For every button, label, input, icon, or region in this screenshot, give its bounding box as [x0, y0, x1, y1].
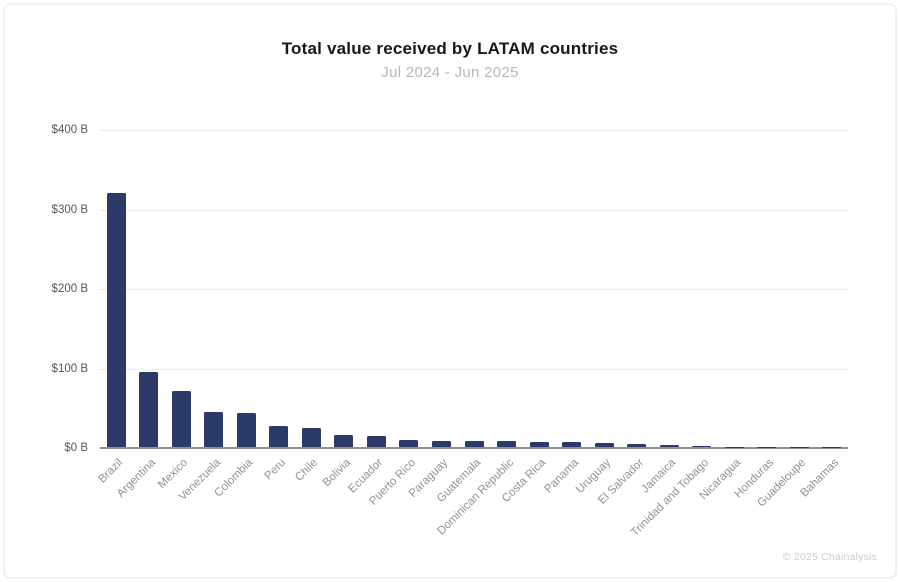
bar-bolivia[interactable] — [334, 435, 354, 447]
y-gridline — [100, 368, 848, 370]
bar-paraguay[interactable] — [431, 440, 451, 447]
y-tick-label: $200 B — [51, 283, 88, 295]
y-tick-label: $400 B — [51, 124, 88, 136]
bar-nicaragua[interactable] — [724, 446, 744, 447]
chart-title: Total value received by LATAM countries — [281, 39, 619, 58]
bar-peru[interactable] — [269, 425, 289, 447]
y-gridline — [100, 130, 848, 131]
bar-guatemala[interactable] — [464, 441, 484, 447]
y-tick-label: $0 B — [64, 442, 88, 454]
bar-mexico[interactable] — [171, 391, 191, 447]
bar-ecuador[interactable] — [366, 436, 386, 447]
chart-subtitle: Jul 2024 - Jun 2025 — [381, 64, 519, 81]
bar-argentina[interactable] — [139, 372, 159, 447]
y-gridline — [100, 209, 848, 211]
bar-colombia[interactable] — [236, 412, 256, 447]
bar-costa-rica[interactable] — [529, 441, 549, 447]
bar-chile[interactable] — [301, 427, 321, 447]
x-axis-line — [100, 447, 848, 449]
bar-venezuela[interactable] — [204, 412, 224, 447]
bar-panama[interactable] — [562, 442, 582, 447]
bar-el-salvador[interactable] — [627, 443, 647, 447]
bar-brazil[interactable] — [106, 193, 126, 447]
bar-puerto-rico[interactable] — [399, 440, 419, 447]
plot-area: $0 B $100 B $200 B $300 B $400 B Brazil Argent… — [52, 124, 848, 539]
y-gridline — [100, 289, 848, 290]
copyright-text: © 2025 Chainalysis — [782, 551, 877, 563]
bar-bahamas[interactable] — [822, 446, 842, 447]
bar-dominican-republic[interactable] — [497, 441, 517, 447]
bar-honduras[interactable] — [757, 446, 777, 447]
y-tick-label: $300 B — [51, 203, 88, 216]
bar-jamaica[interactable] — [659, 445, 679, 447]
bar-uruguay[interactable] — [594, 443, 614, 447]
bar-guadeloupe[interactable] — [789, 446, 809, 447]
bar-trinidad-and-tobago[interactable] — [692, 446, 712, 447]
y-tick-label: $100 B — [51, 362, 88, 375]
